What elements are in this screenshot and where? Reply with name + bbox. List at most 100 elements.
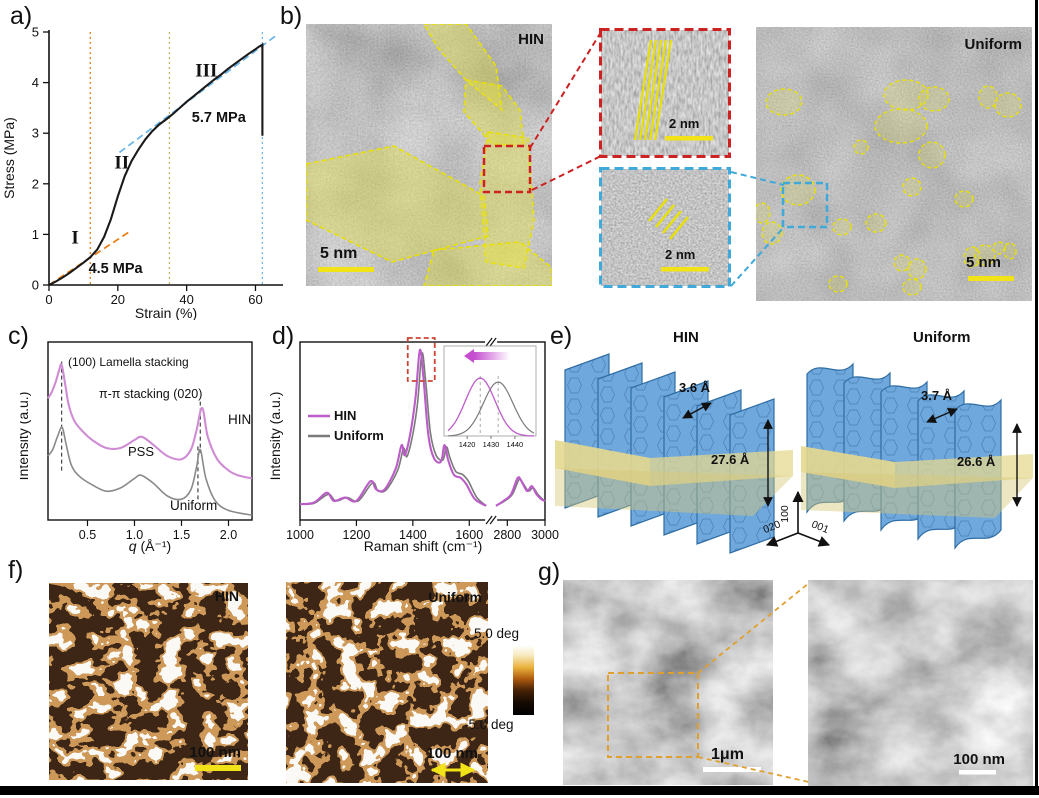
scale-bar <box>665 136 713 141</box>
giwaxs-chart: 0.5 1.0 1.5 2.0 (100) Lamella stacking π-π st… <box>20 341 253 554</box>
svg-text:2: 2 <box>32 176 39 191</box>
svg-text:4: 4 <box>32 75 39 90</box>
svg-text:q (Å⁻¹): q (Å⁻¹) <box>129 538 171 554</box>
zoom-region-box-gold <box>607 672 699 758</box>
svg-text:3: 3 <box>32 126 39 141</box>
tem-noise-background <box>601 169 729 286</box>
scale-text: 100 nm <box>426 745 478 762</box>
afm-image-uniform: Uniform 100 nm <box>286 582 488 783</box>
crystallite-highlights <box>756 79 1022 296</box>
svg-text:2800: 2800 <box>493 528 521 542</box>
svg-text:1: 1 <box>32 227 39 242</box>
svg-text:(100) Lamella stacking: (100) Lamella stacking <box>68 355 189 369</box>
uniform-label: Uniform <box>965 36 1023 53</box>
scale-text: 1μm <box>711 746 744 763</box>
sem-image-overview: 1μm <box>563 580 773 785</box>
hrtem-inset-red: 2 nm <box>599 28 731 158</box>
panel-label-b: b) <box>280 2 303 30</box>
svg-text:5.7 MPa: 5.7 MPa <box>192 110 247 126</box>
svg-text:I: I <box>71 228 78 249</box>
panel-label-a: a) <box>10 2 33 30</box>
svg-text:III: III <box>195 61 217 82</box>
svg-text:Stress (MPa): Stress (MPa) <box>1 117 17 199</box>
zoom-region-box-red <box>482 144 532 194</box>
svg-text:1420: 1420 <box>459 440 476 449</box>
svg-text:Uniform: Uniform <box>334 428 384 443</box>
colorbar-max-label: 5.0 deg <box>474 626 520 641</box>
svg-text:1600: 1600 <box>455 528 483 542</box>
svg-text:3.6 Å: 3.6 Å <box>679 380 711 395</box>
lattice-fringe-marks <box>648 198 689 240</box>
svg-text:3.7 Å: 3.7 Å <box>921 388 953 403</box>
panel-label-c: c) <box>8 322 29 350</box>
afm-image-hin: HIN 100 nm <box>49 583 248 780</box>
svg-text:5: 5 <box>32 25 39 40</box>
hrtem-image-hin: HIN 5 nm <box>306 24 552 286</box>
svg-text:1400: 1400 <box>399 528 427 542</box>
scale-text: 5 nm <box>966 254 1001 271</box>
svg-text:0: 0 <box>45 292 52 307</box>
sem-image-zoom: 100 nm <box>808 580 1033 786</box>
svg-text:1440: 1440 <box>507 440 524 449</box>
tem-noise-background <box>756 27 1032 301</box>
scale-bar <box>968 276 1014 281</box>
svg-text:1000: 1000 <box>286 528 314 542</box>
svg-text:0: 0 <box>32 278 39 293</box>
svg-text:Uniform: Uniform <box>170 498 217 513</box>
svg-text:4.5 MPa: 4.5 MPa <box>89 261 144 277</box>
afm-phase-texture <box>49 583 248 780</box>
svg-text:001: 001 <box>810 518 831 536</box>
scale-text: 2 nm <box>669 116 699 131</box>
scale-text: 100 nm <box>189 744 241 761</box>
svg-text:1.0: 1.0 <box>126 528 143 542</box>
svg-text:PSS: PSS <box>128 444 154 459</box>
scale-bar <box>959 770 996 775</box>
svg-text:26.6 Å: 26.6 Å <box>957 454 996 469</box>
svg-text:Intensity (a.u.): Intensity (a.u.) <box>268 392 283 481</box>
svg-text:Raman shift (cm⁻¹): Raman shift (cm⁻¹) <box>364 538 483 554</box>
svg-text:π-π stacking (020): π-π stacking (020) <box>99 387 202 401</box>
svg-text:HIN: HIN <box>673 329 699 346</box>
svg-text:1.5: 1.5 <box>173 528 190 542</box>
scale-text: 2 nm <box>665 247 695 262</box>
scale-bar <box>661 267 709 272</box>
inset-border-blue <box>599 167 731 288</box>
svg-text:100: 100 <box>779 505 791 523</box>
scale-text: 100 nm <box>953 751 1005 768</box>
lattice-fringe-marks <box>633 39 673 141</box>
scale-bar <box>318 267 374 272</box>
svg-text:HIN: HIN <box>228 412 251 427</box>
svg-text:1430: 1430 <box>483 440 500 449</box>
hrtem-inset-blue: 2 nm <box>599 167 731 288</box>
raman-chart: 1000 1200 1400 1600 2800 3000 HIN Uniform 1420 14… <box>268 337 559 554</box>
hrtem-image-uniform: Uniform 5 nm <box>756 27 1032 301</box>
svg-text:1200: 1200 <box>343 528 371 542</box>
figure-bottom-border <box>0 786 1039 795</box>
svg-text:27.6 Å: 27.6 Å <box>711 452 750 467</box>
scale-bar <box>703 767 761 772</box>
svg-text:HIN: HIN <box>334 408 356 423</box>
svg-text:Strain (%): Strain (%) <box>135 305 197 320</box>
panel-label-d: d) <box>272 322 295 350</box>
scale-text: 5 nm <box>320 245 357 262</box>
sem-texture <box>808 580 1033 786</box>
figure-right-border <box>1035 0 1038 795</box>
hin-label: HIN <box>215 588 239 604</box>
scale-bar <box>195 765 241 771</box>
svg-text:Uniform: Uniform <box>913 329 971 346</box>
svg-text:2.0: 2.0 <box>220 528 237 542</box>
svg-text:20: 20 <box>111 292 125 307</box>
svg-text:II: II <box>114 153 129 174</box>
panel-label-e: e) <box>550 322 573 350</box>
svg-text:3000: 3000 <box>531 528 559 542</box>
afm-phase-texture <box>286 582 488 783</box>
colorbar-min-label: -5.0 deg <box>464 717 514 732</box>
hin-label: HIN <box>518 31 544 48</box>
panel-label-f: f) <box>8 556 24 584</box>
svg-text:60: 60 <box>248 292 262 307</box>
uniform-label: Uniform <box>428 589 482 605</box>
panel-label-g: g) <box>538 558 561 586</box>
svg-text:Intensity (a.u.): Intensity (a.u.) <box>20 392 31 481</box>
